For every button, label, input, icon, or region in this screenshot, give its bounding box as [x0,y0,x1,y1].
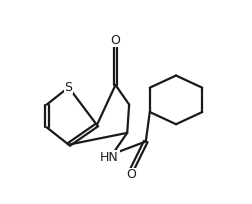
Text: S: S [65,81,73,94]
Text: HN: HN [100,151,119,164]
Text: O: O [126,169,136,182]
Text: O: O [111,34,120,47]
